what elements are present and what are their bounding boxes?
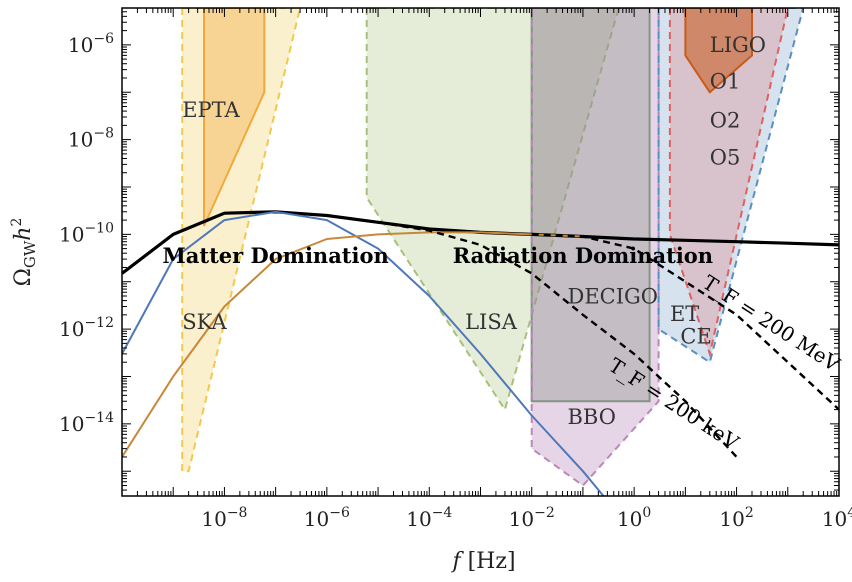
- region-ska: [181, 8, 302, 473]
- spectrum-curves: [122, 210, 839, 496]
- series-line-1: [122, 210, 605, 496]
- y-tick-label: 10−10: [59, 220, 114, 246]
- x-tick-label: 10−6: [304, 505, 350, 531]
- y-tick-label: 10−14: [59, 410, 114, 436]
- y-axis-label: ΩGWh2: [9, 218, 39, 287]
- region-label-lisa: LISA: [465, 310, 518, 334]
- region-lisa: [365, 8, 620, 412]
- region-label-ce: CE: [680, 324, 711, 348]
- x-tick-label: 102: [719, 505, 753, 531]
- region-ce: [668, 8, 789, 358]
- region-label-o5: O5: [710, 145, 741, 169]
- y-tick-label: 10−8: [68, 126, 114, 152]
- era-label-0: Matter Domination: [163, 243, 389, 268]
- x-axis-label: f [Hz]: [450, 549, 515, 574]
- region-bbo: [530, 8, 660, 487]
- region-ligo: [684, 8, 753, 94]
- region-label-ligo: LIGO: [710, 33, 766, 57]
- x-tick-label: 104: [822, 505, 852, 531]
- region-label-et: ET: [670, 302, 699, 326]
- x-tick-label: 10−2: [509, 505, 555, 531]
- axis-ticks: 10−8 10−6 10−4 10−2 100 102 104 10−6 10−8 10−10 10…: [59, 7, 852, 531]
- region-label-decigo: DECIGO: [568, 284, 659, 308]
- region-label-o2: O2: [710, 109, 741, 133]
- region-epta: [203, 8, 266, 227]
- region-label-epta: EPTA: [182, 98, 240, 122]
- era-label-1: Radiation Domination: [453, 243, 713, 268]
- y-tick-label: 10−6: [68, 31, 114, 57]
- sensitivity-regions: [181, 8, 805, 487]
- series-line-4: [531, 233, 839, 411]
- series-line-3: [377, 221, 738, 458]
- series-line-2: [122, 231, 583, 458]
- y-tick-label: 10−12: [59, 315, 114, 341]
- x-tick-label: 100: [617, 505, 651, 531]
- x-tick-label: 10−4: [406, 505, 452, 531]
- region-label-o1: O1: [710, 69, 741, 93]
- x-tick-label: 10−8: [201, 505, 247, 531]
- region-label-bbo: BBO: [568, 405, 616, 429]
- region-label-ska: SKA: [182, 310, 227, 334]
- region-decigo: [530, 8, 651, 403]
